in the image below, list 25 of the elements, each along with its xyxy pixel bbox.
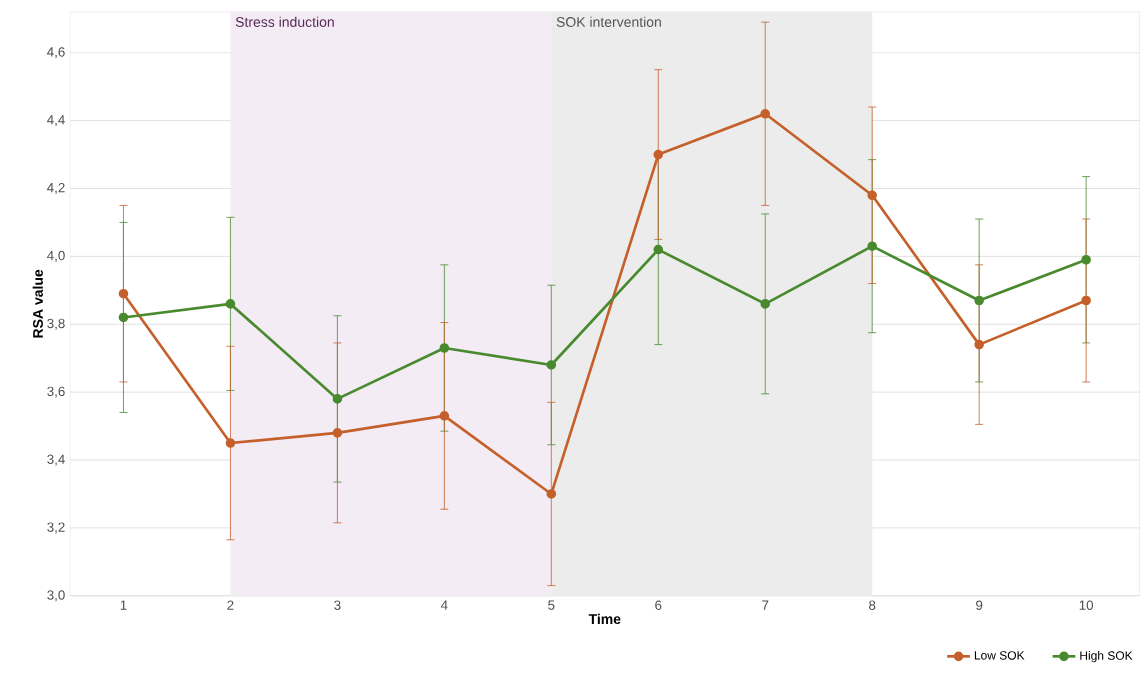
x-tick-label: 2 xyxy=(227,600,234,610)
x-tick-label: 4 xyxy=(440,600,448,610)
y-tick-label: 4,2 xyxy=(47,183,65,195)
legend-label: Low SOK xyxy=(974,651,1025,660)
y-tick-label: 4,6 xyxy=(47,47,65,59)
x-tick-label: 6 xyxy=(655,600,662,611)
x-axis-title: Time xyxy=(588,613,621,625)
x-tick-label: 9 xyxy=(976,600,983,611)
y-axis-title: RSA value xyxy=(32,269,43,338)
y-tick-label: 3,2 xyxy=(47,522,65,534)
x-tick-label: 3 xyxy=(334,600,341,611)
x-tick-label: 5 xyxy=(548,600,555,610)
band-label: Stress induction xyxy=(235,16,334,28)
x-tick-label: 1 xyxy=(120,600,127,610)
y-tick-label: 3,4 xyxy=(47,454,65,466)
y-tick-label: 4,0 xyxy=(47,250,65,262)
x-tick-label: 10 xyxy=(1079,600,1094,611)
y-tick-label: 4,4 xyxy=(47,115,65,127)
legend-label: High SOK xyxy=(1080,651,1133,663)
y-tick-label: 3,8 xyxy=(47,318,65,330)
y-tick-label: 3,0 xyxy=(47,590,65,602)
x-tick-label: 7 xyxy=(762,600,769,610)
y-tick-label: 3,6 xyxy=(47,386,65,398)
band-label: SOK intervention xyxy=(556,16,661,28)
x-tick-label: 8 xyxy=(869,600,876,611)
